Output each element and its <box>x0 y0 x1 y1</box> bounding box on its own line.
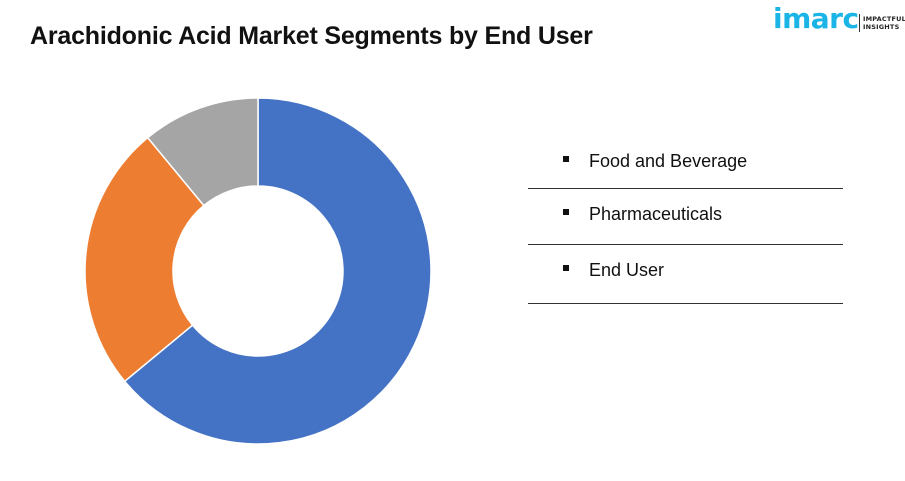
logo-tagline-line1: IMPACTFUL <box>863 15 905 23</box>
chart-title: Arachidonic Acid Market Segments by End … <box>30 22 593 50</box>
legend-label: End User <box>589 260 665 280</box>
legend-item-food-and-beverage: Food and Beverage <box>528 136 843 189</box>
donut-slice-food-and-beverage <box>123 97 432 445</box>
legend-item-end-user: End User <box>528 245 843 304</box>
logo-word: imarc <box>773 2 859 35</box>
legend-label: Pharmaceuticals <box>589 204 723 224</box>
legend-bullet-icon <box>563 209 569 215</box>
legend-label: Food and Beverage <box>589 151 748 171</box>
logo-tagline-line2: INSIGHTS <box>863 23 900 31</box>
logo-divider <box>859 14 860 32</box>
donut-slice-end-user <box>146 97 259 207</box>
chart-legend: Food and Beverage Pharmaceuticals End Us… <box>528 136 843 304</box>
legend-bullet-icon <box>563 156 569 162</box>
donut-slice-pharmaceuticals <box>84 136 205 383</box>
imarc-logo: imarc IMPACTFUL INSIGHTS <box>773 2 905 38</box>
legend-item-pharmaceuticals: Pharmaceuticals <box>528 189 843 245</box>
logo-tagline: IMPACTFUL INSIGHTS <box>863 15 905 31</box>
legend-bullet-icon <box>563 265 569 271</box>
